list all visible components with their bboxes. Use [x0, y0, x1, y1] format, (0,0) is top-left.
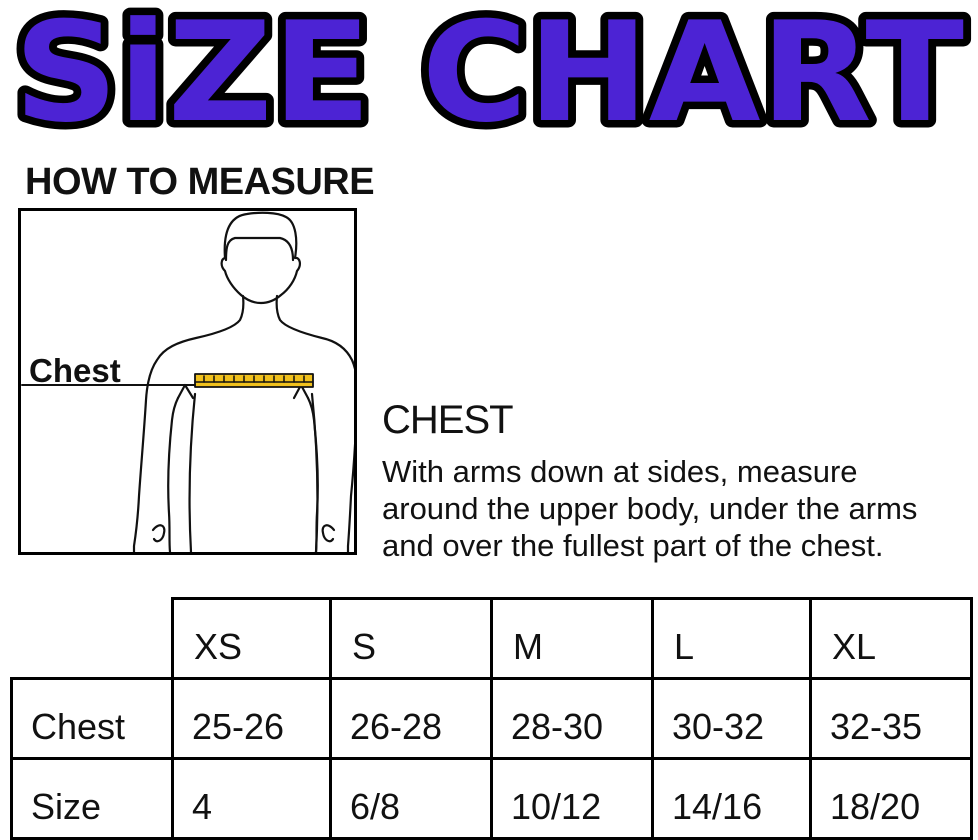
table-row-header: XS S M L XL — [12, 597, 973, 680]
table-corner-cell — [12, 599, 173, 679]
col-header-l: L — [651, 597, 812, 680]
row-label-chest: Chest — [10, 677, 174, 760]
torso-illustration: Chest — [21, 211, 359, 554]
size-value-m: 10/12 — [490, 757, 654, 840]
size-value-xs: 4 — [171, 757, 332, 840]
chest-body-line: and over the fullest part of the chest. — [382, 528, 884, 563]
title-text: SiZE CHART — [14, 0, 964, 153]
chest-body-line: With arms down at sides, measure — [382, 454, 858, 489]
chest-section-heading: CHEST — [382, 398, 514, 442]
left-torso-side — [188, 392, 197, 554]
size-value-s: 6/8 — [329, 757, 493, 840]
col-header-xs: XS — [171, 597, 332, 680]
chest-body-line: around the upper body, under the arms — [382, 491, 918, 526]
size-value-l: 14/16 — [651, 757, 812, 840]
hair-fringe — [224, 236, 295, 262]
chest-section-body: With arms down at sides, measure around … — [382, 453, 917, 564]
chest-value-m: 28-30 — [490, 677, 654, 760]
table-row-chest: Chest 25-26 26-28 28-30 30-32 32-35 — [10, 677, 973, 760]
chest-value-s: 26-28 — [329, 677, 493, 760]
head-outline — [220, 211, 301, 305]
col-header-xl: XL — [809, 597, 973, 680]
tape-ticks — [203, 375, 305, 383]
right-thumb — [321, 524, 336, 543]
right-torso-side — [310, 392, 319, 554]
how-to-measure-heading: HOW TO MEASURE — [25, 161, 375, 203]
size-value-xl: 18/20 — [809, 757, 973, 840]
chest-value-l: 30-32 — [651, 677, 812, 760]
row-label-size: Size — [10, 757, 174, 840]
left-armpit — [176, 383, 195, 400]
size-chart-title: SiZE CHART — [0, 0, 978, 161]
left-inner-arm — [167, 396, 180, 554]
chest-value-xl: 32-35 — [809, 677, 973, 760]
size-table-grid: XS S M L XL Chest 25-26 26-28 28-30 30-3… — [10, 597, 973, 840]
figure-chest-label: Chest — [29, 352, 121, 389]
col-header-m: M — [490, 597, 654, 680]
chest-value-xs: 25-26 — [171, 677, 332, 760]
right-shoulder-arm — [275, 294, 359, 554]
left-shoulder-arm — [132, 294, 245, 554]
left-thumb — [151, 524, 166, 543]
table-row-size: Size 4 6/8 10/12 14/16 18/20 — [10, 757, 973, 840]
title-art: SiZE CHART — [7, 0, 972, 161]
measure-figure-box: Chest — [18, 208, 359, 555]
size-table: XS S M L XL Chest 25-26 26-28 28-30 30-3… — [10, 597, 973, 840]
col-header-s: S — [329, 597, 493, 680]
